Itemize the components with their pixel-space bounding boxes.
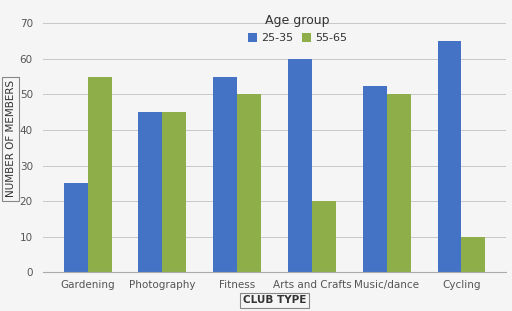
Bar — [213, 77, 237, 272]
Bar — [237, 95, 261, 272]
Bar — [138, 112, 162, 272]
Y-axis label: NUMBER OF MEMBERS: NUMBER OF MEMBERS — [6, 80, 15, 197]
X-axis label: CLUB TYPE: CLUB TYPE — [243, 295, 306, 305]
Bar — [63, 183, 88, 272]
Bar — [88, 77, 112, 272]
Bar — [162, 112, 186, 272]
Bar — [461, 237, 485, 272]
Legend: 25-35, 55-65: 25-35, 55-65 — [245, 11, 351, 46]
Bar — [438, 41, 461, 272]
Bar — [387, 95, 411, 272]
Bar — [312, 201, 336, 272]
Bar — [362, 86, 387, 272]
Bar — [288, 59, 312, 272]
